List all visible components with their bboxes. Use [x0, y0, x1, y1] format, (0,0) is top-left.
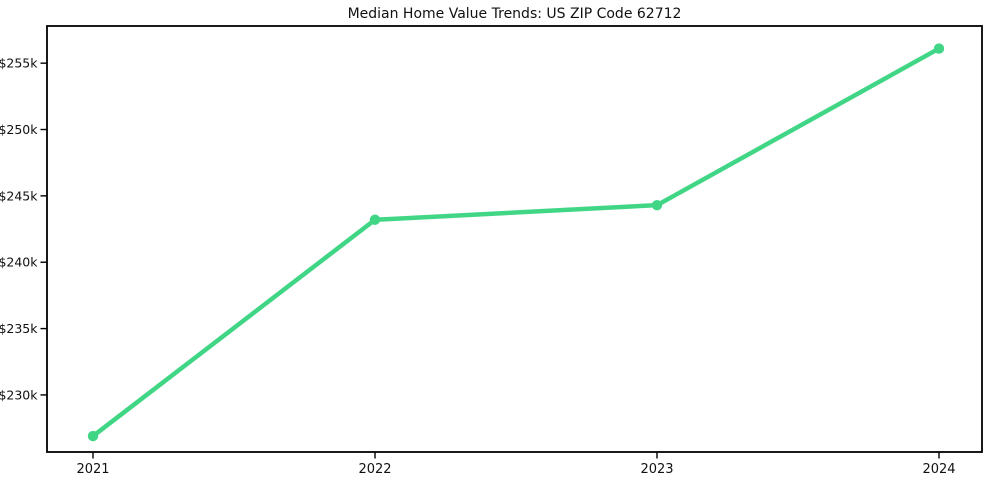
x-tick-label: 2022 [358, 462, 391, 477]
y-tick-label: $245k [0, 188, 38, 203]
chart-title: Median Home Value Trends: US ZIP Code 62… [347, 6, 682, 22]
x-tick-label: 2024 [922, 462, 955, 477]
x-tick-label: 2021 [76, 462, 109, 477]
data-point [87, 430, 99, 442]
x-tick-label: 2023 [640, 462, 673, 477]
y-tick-label: $250k [0, 122, 38, 137]
trend-line [90, 46, 942, 439]
data-point [933, 43, 945, 54]
y-tick-label: $255k [0, 56, 38, 71]
plot-frame [46, 25, 983, 453]
y-tick-label: $230k [0, 387, 38, 402]
data-point [369, 214, 381, 225]
y-tick-label: $235k [0, 321, 38, 336]
data-point [651, 199, 663, 211]
y-tick-label: $240k [0, 255, 38, 270]
